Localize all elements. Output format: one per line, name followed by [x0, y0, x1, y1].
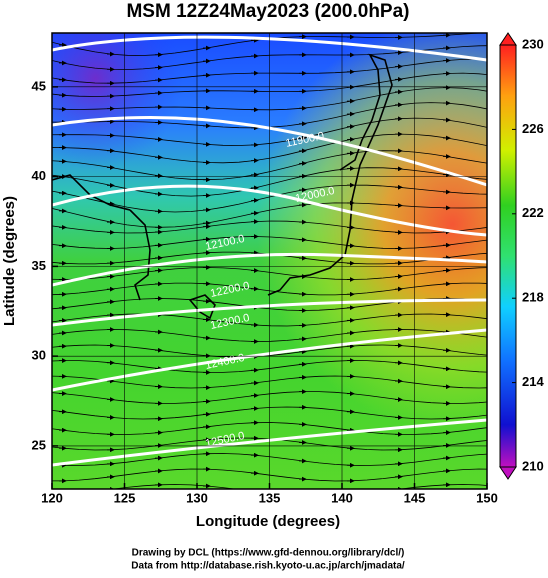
- colorbar-tick-label: 210: [522, 458, 544, 473]
- x-tick-label: 140: [331, 490, 353, 505]
- streamline: [110, 484, 487, 489]
- x-tick-label: 125: [114, 490, 136, 505]
- streamline: [52, 375, 487, 389]
- y-tick-label: 45: [32, 78, 46, 93]
- streamline: [52, 167, 487, 197]
- x-tick-label: 120: [41, 490, 63, 505]
- streamline: [52, 220, 487, 234]
- colorbar-tick-label: 230: [522, 36, 544, 51]
- colorbar-tick-label: 226: [522, 121, 544, 136]
- map-field: 11900.012000.012100.012200.012300.012400…: [52, 33, 487, 489]
- colorbar-body: [499, 44, 517, 468]
- streamline: [52, 117, 487, 146]
- axes: 120 125 130 135 140 145 150 25 30 35 40 45: [32, 33, 498, 505]
- streamline: [52, 468, 487, 482]
- streamline: [52, 72, 487, 97]
- colorbar-max: [499, 32, 517, 46]
- streamline: [52, 453, 487, 466]
- streamline: [52, 150, 487, 181]
- streamline: [52, 282, 487, 296]
- streamline: [52, 344, 487, 358]
- y-tick-label: 35: [32, 258, 46, 273]
- footer-line: Drawing by DCL (https://www.gfd-dennou.o…: [132, 548, 405, 559]
- streamline: [52, 329, 487, 342]
- x-tick-label: 135: [259, 490, 281, 505]
- contours: [52, 35, 487, 467]
- streamline: [52, 184, 487, 213]
- streamline: [52, 202, 487, 228]
- y-tick-label: 25: [32, 437, 46, 452]
- streamline: [52, 391, 487, 404]
- streamline: [52, 267, 487, 280]
- streamline: [52, 313, 487, 327]
- streamline: [52, 360, 487, 373]
- x-axis-label: Longitude (degrees): [196, 513, 340, 530]
- streamlines: [52, 33, 487, 489]
- colorbar-tick-label: 218: [522, 290, 544, 305]
- streamline: [52, 422, 487, 435]
- title: MSM 12Z24May2023 (200.0hPa): [126, 1, 409, 22]
- x-tick-label: 150: [476, 490, 498, 505]
- colorbar-tick-label: 214: [522, 374, 544, 389]
- footer-line: Data from http://database.rish.kyoto-u.a…: [131, 561, 405, 572]
- colorbar: [499, 32, 517, 480]
- y-axis-label: Latitude (degrees): [1, 196, 18, 326]
- streamline: [52, 406, 487, 420]
- colorbar-min: [499, 466, 517, 480]
- streamline: [52, 236, 487, 249]
- colorbar-tick-label: 222: [522, 205, 544, 220]
- y-tick-label: 40: [32, 168, 46, 183]
- streamline: [52, 87, 487, 111]
- streamline: [52, 133, 487, 164]
- x-tick-label: 130: [186, 490, 208, 505]
- y-tick-label: 30: [32, 348, 46, 363]
- x-tick-label: 145: [404, 490, 426, 505]
- streamline: [52, 58, 487, 84]
